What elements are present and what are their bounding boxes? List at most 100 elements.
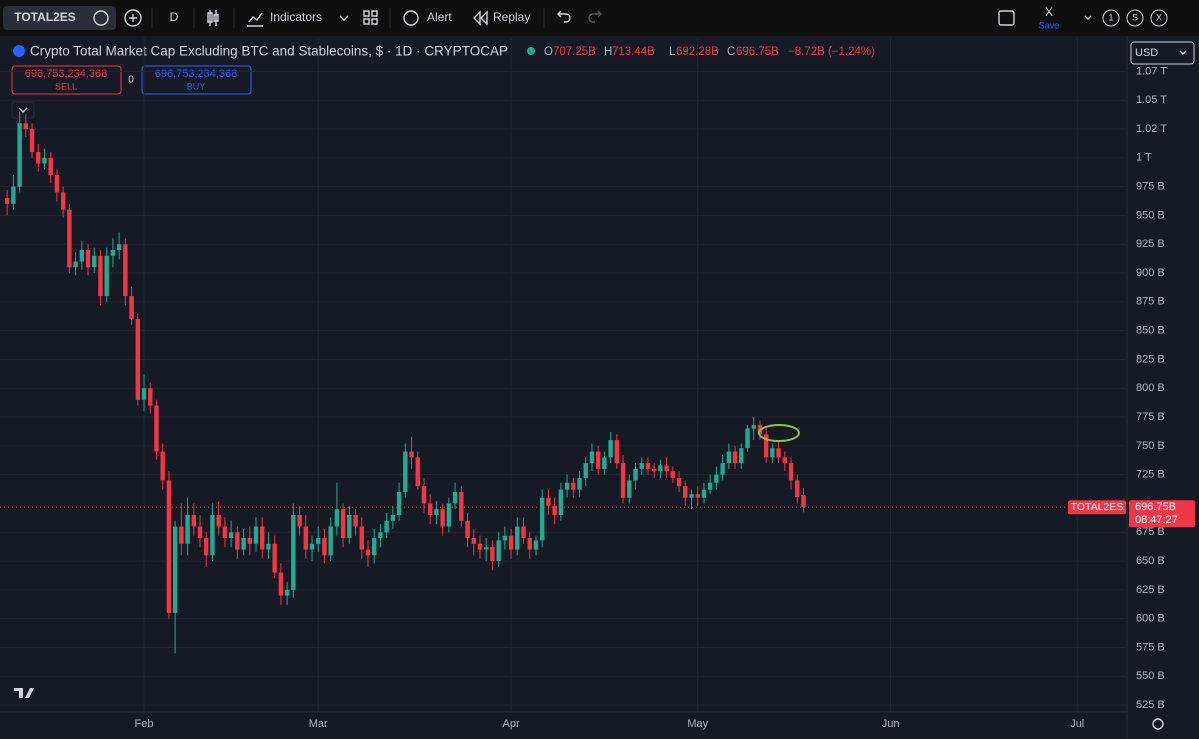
compare-icon[interactable]	[93, 10, 109, 26]
candle-body	[751, 425, 756, 429]
candle-body	[589, 451, 595, 464]
undo-icon[interactable]	[557, 10, 571, 23]
buy-label[interactable]: BUY	[187, 81, 206, 91]
candle-body	[508, 535, 514, 550]
candle-body	[801, 495, 806, 508]
candle-body	[191, 514, 196, 527]
ohlc-open-label: O	[544, 46, 553, 58]
x-tick-label: Jul	[1070, 718, 1084, 730]
indicators-icon[interactable]	[247, 12, 263, 27]
y-tick-label: 825 B	[1136, 353, 1165, 365]
candle-body	[527, 538, 532, 550]
candle-body	[645, 463, 651, 469]
badge-circle	[1102, 9, 1120, 27]
chart-area	[0, 36, 1199, 739]
sell-price[interactable]: 696,753,234,368	[25, 68, 108, 80]
candle-body	[683, 486, 688, 498]
candle-body	[60, 192, 66, 210]
ohlc-high: 713.44B	[612, 46, 655, 58]
x-tick-label: Mar	[309, 718, 328, 730]
ohlc-close-label: C	[727, 46, 735, 58]
symbol-box[interactable]	[3, 6, 116, 30]
candle-body	[583, 463, 588, 479]
candle-body	[303, 526, 308, 550]
candle-body	[539, 497, 545, 541]
price-tag: 696.75B	[1135, 501, 1176, 513]
candle-body	[129, 296, 134, 320]
collapse-button[interactable]	[11, 101, 35, 119]
legend-title: Crypto Total Market Cap Excluding BTC an…	[30, 44, 508, 59]
candle-body	[477, 543, 483, 550]
sell-button[interactable]	[11, 65, 122, 95]
candle-body	[465, 520, 470, 539]
symbol-tag: TOTAL2ES	[1071, 501, 1124, 513]
candle-body	[471, 538, 476, 544]
badge: 1	[1108, 12, 1113, 22]
y-tick-label: 1.05 T	[1136, 94, 1167, 106]
chart-type-icon[interactable]	[207, 10, 219, 26]
candle-body	[23, 123, 29, 130]
redo-icon[interactable]	[588, 10, 602, 23]
candle-body	[446, 503, 452, 527]
candle-body	[17, 123, 22, 187]
candle-body	[396, 491, 402, 515]
candle-body	[73, 261, 78, 268]
candle-body	[79, 249, 85, 262]
y-tick-label: 1.07 T	[1136, 65, 1167, 77]
layout-name[interactable]: X	[1045, 5, 1053, 19]
candle-body	[490, 547, 495, 562]
candle-body	[260, 526, 265, 550]
candle-body	[291, 514, 296, 590]
alert-icon[interactable]	[403, 10, 419, 26]
buy-button[interactable]	[141, 65, 252, 95]
candle-body	[627, 480, 632, 498]
replay-icon[interactable]	[473, 10, 488, 26]
sell-label[interactable]: SELL	[55, 81, 77, 91]
replay[interactable]: Replay	[493, 10, 530, 24]
fullscreen-icon[interactable]	[998, 10, 1015, 26]
candle-body	[135, 319, 141, 400]
candle-body	[297, 514, 302, 527]
candle-body	[166, 480, 172, 613]
chevron[interactable]	[339, 15, 349, 21]
candle-body	[253, 526, 259, 544]
y-tick-label: 925 B	[1136, 238, 1165, 250]
candle-body	[770, 448, 775, 458]
candle-body	[602, 457, 607, 469]
candle-body	[210, 514, 215, 556]
badge: S	[1132, 12, 1138, 22]
candles	[0, 111, 1127, 654]
candle-body	[247, 538, 252, 544]
alert[interactable]: Alert	[427, 10, 452, 24]
candle-body	[795, 480, 800, 498]
candle-body	[85, 249, 91, 268]
candle-body	[732, 451, 738, 464]
candle-body	[316, 538, 321, 544]
symbol[interactable]: TOTAL2ES	[14, 10, 76, 24]
candle-body	[714, 474, 719, 483]
layout-icon[interactable]	[363, 10, 378, 25]
badge-circle	[1126, 9, 1144, 27]
settings-icon[interactable]	[1152, 718, 1164, 730]
ohlc-high-label: H	[604, 46, 612, 58]
chevron[interactable]	[1084, 15, 1092, 20]
indicators[interactable]: Indicators	[270, 10, 322, 24]
add-symbol-icon[interactable]	[124, 9, 142, 27]
interval[interactable]: D	[170, 10, 179, 24]
candle-body	[384, 520, 389, 533]
ohlc-low-label: L	[669, 46, 676, 58]
candle-body	[372, 538, 377, 556]
candle-body	[689, 494, 694, 498]
save[interactable]: Save	[1039, 20, 1060, 30]
candle-body	[123, 244, 128, 297]
buy-price[interactable]: 696,753,234,368	[155, 68, 238, 80]
countdown: 08:47:27	[1135, 514, 1178, 526]
candle-body	[403, 451, 408, 492]
currency-box[interactable]	[1130, 41, 1195, 65]
candle-body	[284, 589, 290, 596]
currency[interactable]: USD	[1135, 47, 1158, 59]
y-tick-label: 850 B	[1136, 325, 1165, 337]
candle-body	[390, 514, 396, 521]
